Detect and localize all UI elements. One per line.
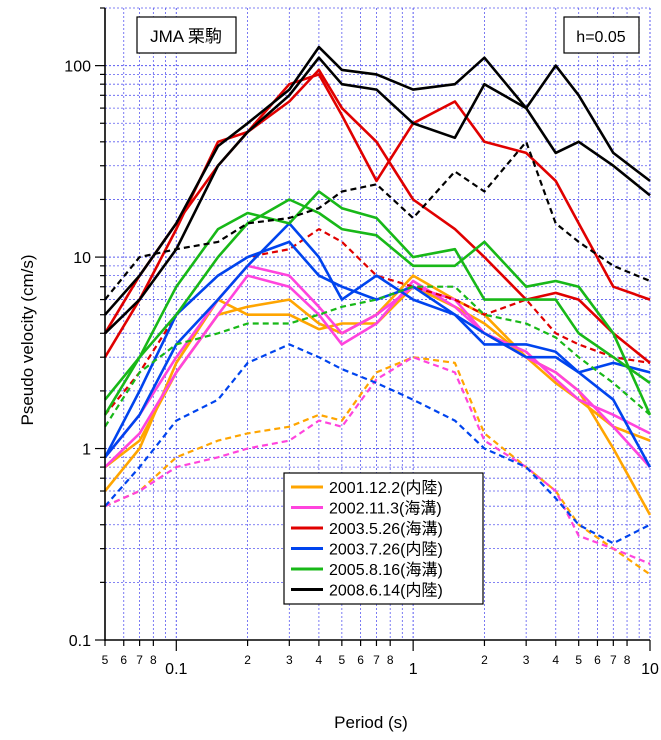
series-0-dashed-line bbox=[104, 356, 651, 576]
legend-label-2: 2003.5.26(海溝) bbox=[329, 520, 443, 538]
legend-label-4: 2005.8.16(海溝) bbox=[329, 561, 443, 579]
x-tick-label: 7 bbox=[373, 653, 380, 667]
x-tick-label: 4 bbox=[552, 653, 559, 667]
series-1-solid-line bbox=[104, 274, 651, 469]
y-tick-label: 10 bbox=[73, 250, 91, 267]
x-tick-label: 2 bbox=[481, 653, 488, 667]
legend-label-3: 2003.7.26(内陸) bbox=[329, 541, 443, 559]
x-tick-label: 7 bbox=[610, 653, 617, 667]
legend-label-5: 2008.6.14(内陸) bbox=[329, 582, 443, 600]
x-tick-label: 3 bbox=[523, 653, 530, 667]
x-tick-label: 6 bbox=[357, 653, 364, 667]
series-2-solid-line bbox=[103, 68, 651, 364]
station-label: JMA 栗駒 bbox=[136, 16, 237, 54]
plot-frame bbox=[104, 8, 650, 641]
x-tick-label: 7 bbox=[136, 653, 143, 667]
x-tick-label: 5 bbox=[575, 653, 582, 667]
x-tick-label: 2 bbox=[244, 653, 251, 667]
series-5-dashed-line bbox=[104, 140, 651, 301]
legend-label-1: 2002.11.3(海溝) bbox=[329, 500, 442, 518]
x-tick-label: 0.1 bbox=[165, 661, 187, 678]
x-tick-label: 1 bbox=[409, 661, 418, 678]
series-1-solid-line bbox=[103, 264, 651, 468]
series-3-solid-line bbox=[103, 222, 651, 459]
series-4-dashed-line bbox=[104, 285, 651, 428]
damping-label: h=0.05 bbox=[563, 16, 640, 54]
x-tick-label: 8 bbox=[150, 653, 157, 667]
series-5-solid-line bbox=[104, 56, 651, 335]
y-tick-label: 0.1 bbox=[69, 633, 91, 650]
x-tick-label: 5 bbox=[339, 653, 346, 667]
series-3-dashed-line bbox=[104, 343, 651, 545]
x-tick-label: 8 bbox=[387, 653, 394, 667]
x-tick-label: 6 bbox=[594, 653, 601, 667]
x-tick-label: 10 bbox=[641, 661, 659, 678]
legend-label-0: 2001.12.2(内陸) bbox=[329, 479, 443, 497]
damping-label-text: h=0.05 bbox=[576, 29, 625, 46]
series-3-solid-line bbox=[103, 240, 652, 468]
y-tick-label: 1 bbox=[82, 442, 91, 459]
x-tick-label: 4 bbox=[316, 653, 323, 667]
x-tick-label: 8 bbox=[624, 653, 631, 667]
series-5-solid-line bbox=[104, 45, 651, 316]
series-4-solid-line bbox=[103, 190, 651, 401]
x-tick-label: 6 bbox=[120, 653, 127, 667]
legend: 2001.12.2(内陸) 2002.11.3(海溝) 2003.5.26(海溝) 2… bbox=[283, 472, 484, 605]
plot-series bbox=[103, 45, 652, 576]
x-axis-title: Period (s) bbox=[334, 713, 408, 732]
x-tick-label: 3 bbox=[286, 653, 293, 667]
station-label-text: JMA 栗駒 bbox=[150, 27, 222, 46]
y-tick-label: 100 bbox=[64, 59, 91, 76]
x-tick-label: 5 bbox=[102, 653, 109, 667]
legend-box bbox=[283, 472, 484, 605]
y-axis-title: Pseudo velocity (cm/s) bbox=[18, 255, 37, 426]
series-4-solid-line bbox=[103, 198, 652, 416]
